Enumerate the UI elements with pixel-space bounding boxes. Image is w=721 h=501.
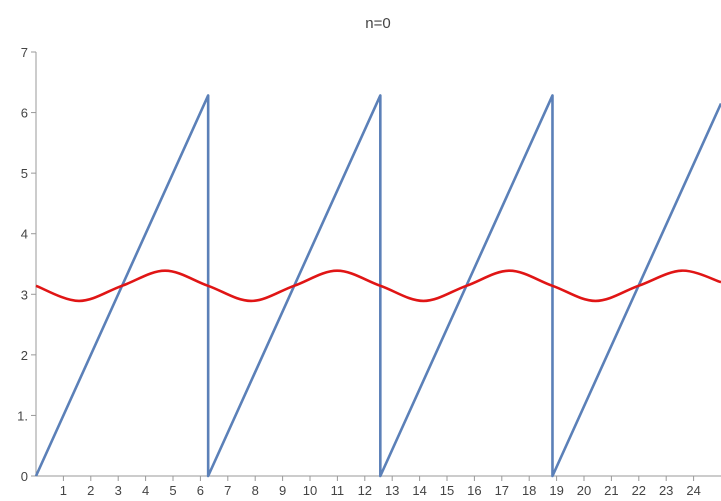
y-tick-label: 0 <box>21 469 28 484</box>
x-tick-label: 16 <box>467 483 481 498</box>
y-tick-label: 1. <box>17 408 28 423</box>
x-tick-label: 3 <box>115 483 122 498</box>
series-group <box>34 94 721 478</box>
x-tick-label: 18 <box>522 483 536 498</box>
x-tick-label: 10 <box>303 483 317 498</box>
x-tick-label: 5 <box>169 483 176 498</box>
x-tick-label: 17 <box>495 483 509 498</box>
y-tick-label: 4 <box>21 227 28 242</box>
x-tick-label: 9 <box>279 483 286 498</box>
x-tick-label: 11 <box>331 483 345 498</box>
x-tick-label: 6 <box>197 483 204 498</box>
x-tick-label: 12 <box>358 483 372 498</box>
x-tick-label: 23 <box>659 483 673 498</box>
x-tick-label: 2 <box>87 483 94 498</box>
x-tick-label: 13 <box>385 483 399 498</box>
x-tick-label: 15 <box>440 483 454 498</box>
x-tick-label: 21 <box>604 483 618 498</box>
x-tick-label: 8 <box>252 483 259 498</box>
chart-title: n=0 <box>365 15 390 32</box>
x-tick-label: 4 <box>142 483 149 498</box>
x-tick-label: 24 <box>686 483 700 498</box>
x-tick-label: 20 <box>577 483 591 498</box>
x-tick-label: 14 <box>412 483 426 498</box>
y-tick-label: 7 <box>21 45 28 60</box>
x-tick-label: 22 <box>632 483 646 498</box>
x-tick-label: 1 <box>60 483 67 498</box>
axes: 1 2 3 4 5 6 7 8 9 10 11 12 13 14 15 16 17 18 19 20 21 22 23 240… <box>17 45 721 498</box>
x-tick-label: 7 <box>224 483 231 498</box>
y-tick-label: 2 <box>21 348 28 363</box>
y-tick-label: 5 <box>21 166 28 181</box>
y-tick-label: 6 <box>21 106 28 121</box>
x-tick-label: 19 <box>549 483 563 498</box>
series-line-2 <box>35 269 721 303</box>
y-tick-label: 3 <box>21 287 28 302</box>
